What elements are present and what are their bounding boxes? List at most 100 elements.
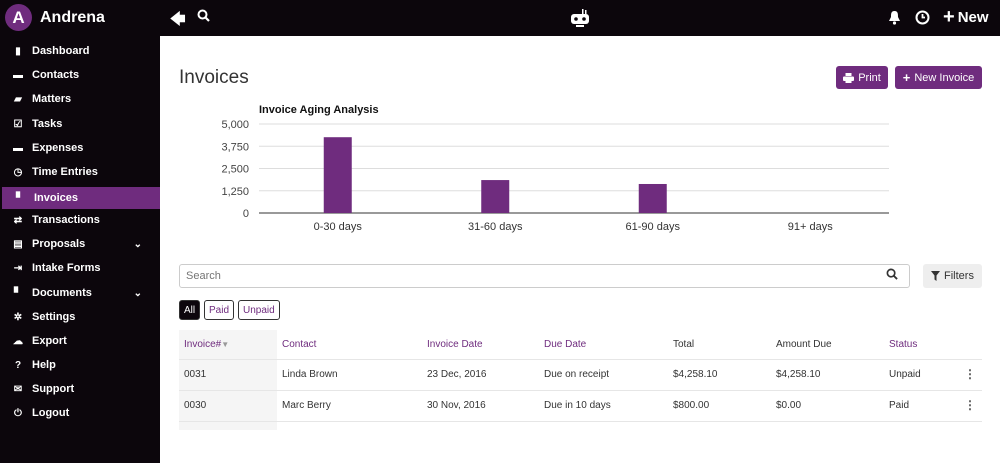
new-invoice-button[interactable]: + New Invoice bbox=[895, 66, 982, 89]
cloud-download-icon: ☁ bbox=[13, 335, 23, 347]
plus-icon: + bbox=[943, 6, 955, 28]
sort-desc-icon: ▼ bbox=[221, 340, 230, 349]
sidebar-item-label: Invoices bbox=[34, 192, 79, 204]
bar bbox=[481, 180, 510, 213]
cell-amount-due: $0.00 bbox=[776, 400, 802, 411]
filter-icon bbox=[931, 271, 941, 281]
x-tick-label: 31-60 days bbox=[468, 221, 523, 233]
credit-card-icon: ▬ bbox=[13, 142, 23, 154]
brand[interactable]: A Andrena bbox=[5, 4, 105, 31]
cell-total: $800.00 bbox=[673, 400, 710, 411]
x-tick-label: 61-90 days bbox=[626, 221, 681, 233]
column-header-invoice-date[interactable]: Invoice Date bbox=[427, 339, 483, 350]
app-name: Andrena bbox=[40, 8, 105, 26]
page-title: Invoices bbox=[179, 67, 249, 88]
sidebar-item-label: Export bbox=[32, 335, 67, 347]
row-divider bbox=[179, 390, 982, 391]
sidebar-item-dashboard[interactable]: ▮ Dashboard bbox=[0, 40, 160, 62]
gear-icon: ✲ bbox=[13, 311, 23, 323]
column-header-invoice[interactable]: Invoice#▼ bbox=[184, 339, 229, 350]
robot-icon[interactable] bbox=[570, 8, 590, 32]
cell-amount-due: $4,258.10 bbox=[776, 369, 821, 380]
new-invoice-label: New Invoice bbox=[914, 71, 975, 84]
sidebar-item-contacts[interactable]: ▬ Contacts bbox=[0, 64, 160, 86]
sidebar-item-time-entries[interactable]: ◷ Time Entries bbox=[0, 161, 160, 183]
print-button[interactable]: Print bbox=[836, 66, 888, 89]
sidebar-item-label: Intake Forms bbox=[32, 262, 101, 274]
sidebar-item-support[interactable]: ✉ Support bbox=[0, 378, 160, 400]
sidebar-item-proposals[interactable]: ▤ Proposals ⌄ bbox=[0, 233, 160, 255]
sidebar-item-label: Time Entries bbox=[32, 166, 98, 178]
chart-title: Invoice Aging Analysis bbox=[259, 104, 379, 116]
sidebar-item-label: Proposals bbox=[32, 238, 86, 250]
sidebar-item-expenses[interactable]: ▬ Expenses bbox=[0, 137, 160, 159]
sidebar-item-export[interactable]: ☁ Export bbox=[0, 330, 160, 352]
filter-unpaid[interactable]: Unpaid bbox=[238, 300, 280, 320]
clock-icon: ◷ bbox=[13, 166, 23, 178]
cell-invoice[interactable]: 0031 bbox=[184, 369, 207, 380]
print-label: Print bbox=[858, 71, 881, 84]
y-tick-label: 3,750 bbox=[221, 141, 249, 153]
filter-all[interactable]: All bbox=[179, 300, 201, 320]
row-actions-kebab-icon[interactable]: ⋮ bbox=[964, 398, 976, 412]
envelope-icon: ✉ bbox=[13, 383, 23, 395]
y-tick-label: 1,250 bbox=[221, 186, 249, 198]
sidebar-item-label: Logout bbox=[32, 407, 70, 419]
sidebar-item-label: Transactions bbox=[32, 214, 100, 226]
exchange-icon: ⇄ bbox=[13, 214, 23, 226]
sidebar-item-help[interactable]: ? Help bbox=[0, 354, 160, 376]
sidebar-item-logout[interactable]: ⏻ Logout bbox=[0, 402, 160, 424]
invoice-aging-chart: 5,000 3,750 2,500 1,250 0 0-30 days 31-60 days… bbox=[221, 119, 889, 233]
check-square-icon: ☑ bbox=[13, 118, 23, 130]
column-header-due-date[interactable]: Due Date bbox=[544, 339, 586, 350]
sidebar-item-tasks[interactable]: ☑ Tasks bbox=[0, 113, 160, 135]
sidebar-item-intake-forms[interactable]: ⇥ Intake Forms bbox=[0, 257, 160, 279]
search-input[interactable] bbox=[179, 264, 910, 288]
briefcase-icon: ▰ bbox=[14, 93, 22, 105]
filters-button[interactable]: Filters bbox=[923, 264, 982, 288]
column-header-amount-due[interactable]: Amount Due bbox=[776, 339, 832, 350]
bell-icon[interactable] bbox=[888, 10, 901, 29]
sign-in-icon: ⇥ bbox=[13, 262, 23, 274]
bar bbox=[638, 183, 667, 213]
sidebar-item-label: Matters bbox=[32, 93, 72, 105]
sidebar-item-label: Contacts bbox=[32, 69, 80, 81]
header-label: Status bbox=[889, 339, 918, 350]
sidebar-item-invoices[interactable]: ▘ Invoices bbox=[2, 187, 160, 209]
filter-paid[interactable]: Paid bbox=[204, 300, 235, 320]
printer-icon bbox=[843, 72, 855, 83]
cell-due-date: Due in 10 days bbox=[544, 400, 611, 411]
chevron-down-icon[interactable]: ⌄ bbox=[133, 287, 142, 299]
y-tick-label: 2,500 bbox=[221, 164, 249, 176]
column-header-total[interactable]: Total bbox=[673, 339, 694, 350]
sidebar-item-transactions[interactable]: ⇄ Transactions bbox=[0, 209, 160, 231]
cell-invoice-date: 30 Nov, 2016 bbox=[427, 400, 486, 411]
file-icon: ▘ bbox=[16, 192, 24, 204]
y-tick-label: 5,000 bbox=[221, 119, 249, 131]
chevron-down-icon[interactable]: ⌄ bbox=[133, 238, 142, 250]
sidebar-item-label: Documents bbox=[32, 287, 92, 299]
sidebar-item-matters[interactable]: ▰ Matters bbox=[0, 88, 160, 110]
search-icon[interactable] bbox=[886, 268, 898, 283]
row-actions-kebab-icon[interactable]: ⋮ bbox=[964, 367, 976, 381]
new-menu-button[interactable]: + New bbox=[943, 6, 989, 28]
back-arrow-icon[interactable]: 🡄 bbox=[170, 11, 186, 28]
header-label: Contact bbox=[282, 339, 317, 350]
column-header-status[interactable]: Status bbox=[889, 339, 917, 350]
power-icon: ⏻ bbox=[14, 407, 22, 419]
bar bbox=[323, 137, 352, 213]
sidebar-item-label: Settings bbox=[32, 311, 76, 323]
cell-contact: Marc Berry bbox=[282, 400, 331, 411]
cell-due-date: Due on receipt bbox=[544, 369, 610, 380]
sidebar-item-documents[interactable]: ▘ Documents ⌄ bbox=[0, 282, 160, 304]
search-icon[interactable] bbox=[197, 9, 210, 26]
new-label: New bbox=[957, 8, 989, 26]
cell-invoice[interactable]: 0030 bbox=[184, 400, 207, 411]
column-header-contact[interactable]: Contact bbox=[282, 339, 316, 350]
header-label: Due Date bbox=[544, 339, 587, 350]
sidebar-item-settings[interactable]: ✲ Settings bbox=[0, 306, 160, 328]
y-tick-label: 0 bbox=[243, 208, 249, 220]
x-tick-label: 91+ days bbox=[788, 221, 833, 233]
clock-icon[interactable] bbox=[915, 10, 930, 29]
question-icon: ? bbox=[14, 359, 22, 371]
